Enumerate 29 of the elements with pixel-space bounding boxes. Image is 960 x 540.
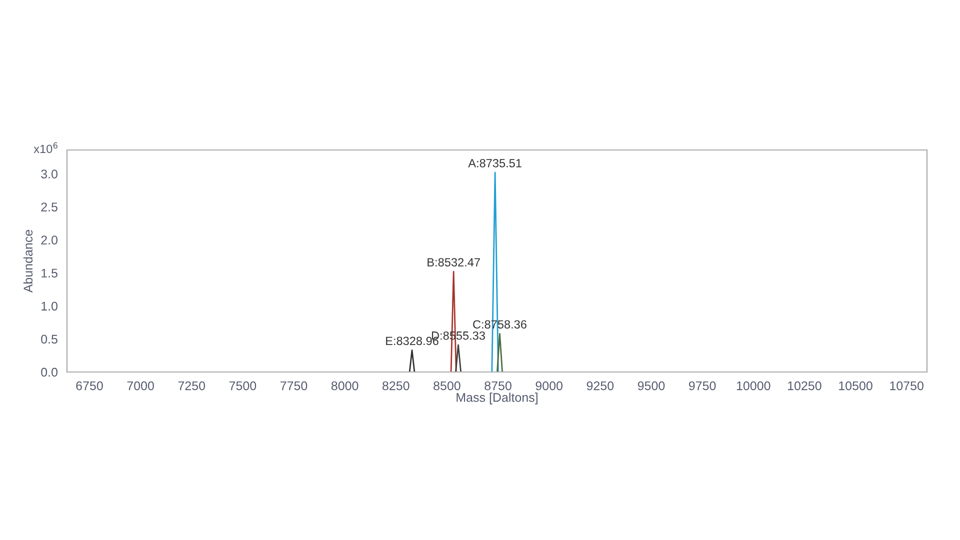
y-tick-label: 1.0 [42,302,58,311]
annotation: B:8532.47 [428,258,480,266]
y-tick-label: 2.0 [41,236,58,245]
y-tick-label: 0.0 [41,368,58,377]
x-tick-label: 10750 [890,381,924,390]
y-tick-label: 2.5 [41,202,58,212]
x-tick-label: 9500 [638,381,665,390]
y-tick-label: 1.5 [42,268,58,278]
y-axis-title: Abundance [23,230,33,293]
x-tick-label: 8750 [484,381,512,390]
x-tick-label: 10250 [788,381,822,390]
x-tick-label: 9750 [688,381,716,390]
y-tick-label: 0.5 [41,334,58,344]
x-tick-label: 8250 [382,381,410,390]
text: x10$^{6}$ [34,142,58,154]
x-tick-label: 9000 [536,381,563,390]
x-tick-label: 10500 [839,381,872,390]
x-tick-label: 8500 [434,381,460,390]
annotation: A:8735.51 [468,158,522,168]
x-tick-label: 8000 [331,381,358,390]
x-tick-label: 6750 [76,381,103,390]
x-tick-label: 7500 [229,381,256,390]
x-tick-label: 9250 [586,381,614,390]
x-tick-label: 10000 [736,381,770,390]
x-tick-label: 7000 [127,381,154,390]
y-tick-label: 3.0 [41,170,58,178]
x-tick-label: 7750 [280,381,308,390]
x-tick-label: 7250 [178,381,206,390]
x-axis-title: Mass [Daltons] [456,392,538,404]
